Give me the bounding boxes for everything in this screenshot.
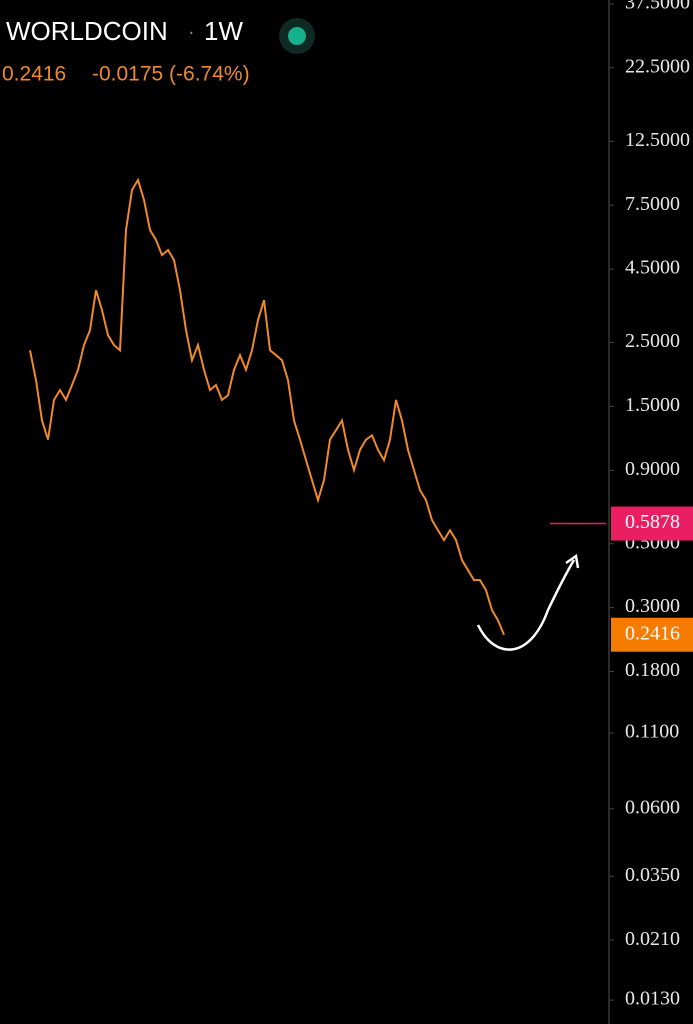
price-line xyxy=(29,177,505,636)
symbol: WORLDCOIN xyxy=(6,16,168,46)
y-tick-label: 0.3000 xyxy=(625,595,680,617)
y-tick-label: 0.9000 xyxy=(625,458,680,480)
status-dot xyxy=(288,27,306,45)
change: -0.0175 (-6.74%) xyxy=(92,63,250,86)
y-tick-label: 0.0130 xyxy=(625,988,680,1010)
price-label: 0.5878 xyxy=(625,511,680,533)
y-tick-label: 12.5000 xyxy=(625,129,690,151)
price-label-box xyxy=(611,617,693,652)
y-tick-label: 2.5000 xyxy=(625,330,680,352)
y-tick-label: 37.5000 xyxy=(625,0,690,14)
separator: · xyxy=(188,21,195,43)
y-tick-label: 0.1100 xyxy=(625,721,679,743)
annotation-arrow xyxy=(476,559,576,651)
annotation-arrowhead xyxy=(565,553,580,569)
y-tick-label: 0.0350 xyxy=(625,864,680,886)
y-tick-label: 1.5000 xyxy=(625,394,680,416)
interval: 1W xyxy=(204,16,243,46)
price-label-box xyxy=(611,506,693,541)
price: 0.2416 xyxy=(2,63,66,86)
price-label: 0.2416 xyxy=(625,622,680,644)
y-tick-label: 0.0600 xyxy=(625,796,680,818)
y-tick-label: 7.5000 xyxy=(625,193,680,215)
y-tick-label: 22.5000 xyxy=(625,55,690,77)
y-tick-label: 4.5000 xyxy=(625,257,680,279)
y-tick-label: 0.1800 xyxy=(625,659,680,681)
y-tick-label: 0.0210 xyxy=(625,928,680,950)
